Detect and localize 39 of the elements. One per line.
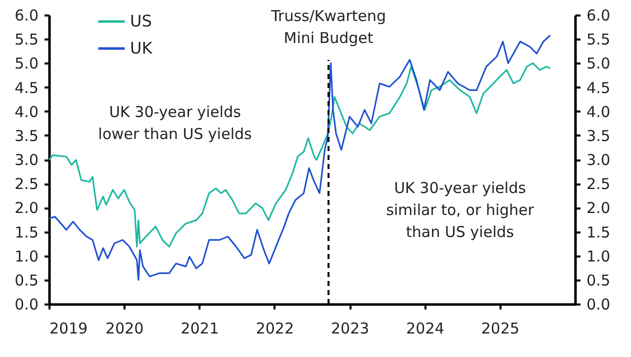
y-tick-label: 1.0 xyxy=(14,247,38,266)
y2-tick-label: 3.5 xyxy=(586,126,610,145)
y-tick-label: 4.5 xyxy=(14,78,38,97)
y-tick-label: 1.5 xyxy=(14,223,38,242)
legend-label: US xyxy=(130,12,152,30)
ref-line-label: Truss/Kwarteng Mini Budget xyxy=(270,7,386,47)
y-tick-label: 2.5 xyxy=(14,175,38,194)
x-tick-label: 2023 xyxy=(330,320,370,338)
y-tick-label: 6.0 xyxy=(14,6,38,24)
y2-tick-label: 6.0 xyxy=(586,6,610,24)
x-tick-label: 2022 xyxy=(256,320,294,338)
x-tick-label: 2019 xyxy=(50,320,88,338)
y2-tick-label: 0.0 xyxy=(586,296,610,314)
y-tick-label: 3.5 xyxy=(14,126,38,145)
y2-tick-label: 1.5 xyxy=(586,223,610,242)
y2-tick-label: 4.0 xyxy=(586,102,610,121)
y2-tick-label: 3.0 xyxy=(586,151,610,169)
y-tick-label: 4.0 xyxy=(14,102,38,121)
x-tick-label: 2024 xyxy=(406,320,444,338)
y2-tick-label: 0.5 xyxy=(586,271,610,290)
y-tick-label: 5.0 xyxy=(14,54,38,73)
x-tick-label: 2025 xyxy=(481,320,520,338)
y2-tick-label: 1.0 xyxy=(586,247,610,266)
y2-tick-label: 5.5 xyxy=(586,30,610,49)
x-tick-label: 2020 xyxy=(106,320,144,338)
x-tick-label: 2021 xyxy=(180,320,219,338)
line-series xyxy=(49,62,552,248)
y-tick-label: 0.0 xyxy=(14,296,38,314)
legend-label: UK xyxy=(130,38,153,58)
y2-tick-label: 2.5 xyxy=(586,175,610,194)
y2-tick-label: 4.5 xyxy=(586,78,610,97)
annotation: UK 30-year yields similar to, or higher than US yields xyxy=(386,179,535,241)
y2-tick-label: 2.0 xyxy=(586,199,610,218)
annotation: UK 30-year yields lower than US yields xyxy=(98,103,252,143)
y2-tick-label: 5.0 xyxy=(586,54,610,73)
y-tick-label: 0.5 xyxy=(14,271,38,290)
y-tick-label: 3.0 xyxy=(14,151,38,169)
y-tick-label: 2.0 xyxy=(14,199,38,218)
y-tick-label: 5.5 xyxy=(14,30,38,49)
